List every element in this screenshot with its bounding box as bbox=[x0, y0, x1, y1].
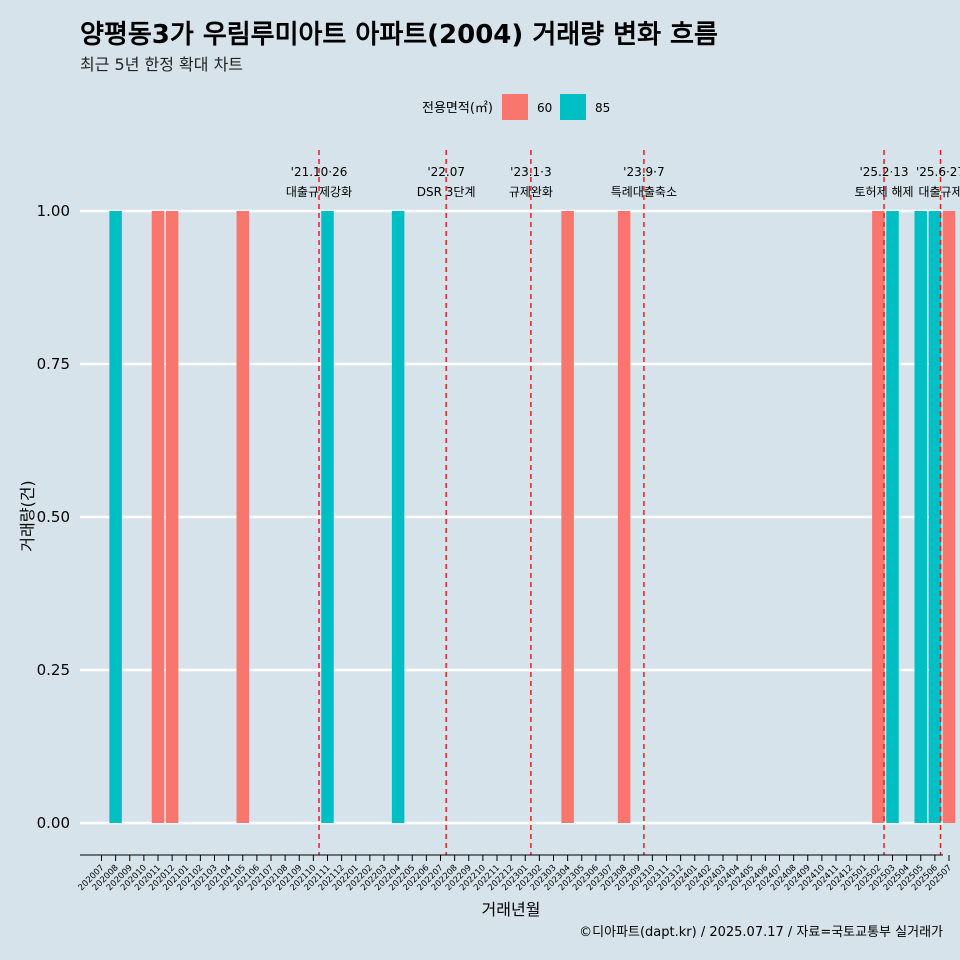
event-name-label: 토허제 해제 bbox=[855, 185, 914, 199]
y-axis-ticks: 0.00 0.25 0.50 0.75 1.00 bbox=[37, 202, 70, 832]
gridlines bbox=[80, 209, 943, 825]
bar-85-202111 bbox=[321, 211, 334, 823]
x-axis-label: 거래년월 bbox=[482, 900, 541, 919]
event-date-label: '23.9·7 bbox=[623, 165, 664, 179]
y-axis-label: 거래량(건) bbox=[18, 480, 37, 551]
event-date-label: '23.1·3 bbox=[510, 165, 551, 179]
x-axis: 2020072020082020092020102020112020122021… bbox=[77, 854, 954, 893]
caption: ©디아파트(dapt.kr) / 2025.07.17 / 자료=국토교통부 실… bbox=[579, 925, 943, 940]
chart-title: 양평동3가 우림루미아트 아파트(2004) 거래량 변화 흐름 bbox=[80, 20, 718, 50]
bar-60-202308 bbox=[617, 211, 631, 823]
y-tick-label: 0.75 bbox=[37, 355, 70, 373]
bar-85-202505 bbox=[914, 211, 927, 823]
legend-title: 전용면적(㎡) bbox=[422, 101, 493, 116]
bar-60-202105 bbox=[236, 211, 249, 823]
event-name-label: 특례대출축소 bbox=[611, 185, 677, 199]
y-tick-label: 0.00 bbox=[37, 814, 70, 832]
bar-85-202204 bbox=[391, 211, 405, 823]
bar-60-202502 bbox=[872, 211, 885, 823]
bar-85-202008 bbox=[109, 211, 122, 823]
event-date-label: '25.2·13 bbox=[859, 165, 908, 179]
bar-60-202304 bbox=[561, 211, 574, 823]
event-date-label: '25.6·27 bbox=[916, 165, 960, 179]
bar-60-202011 bbox=[151, 211, 165, 823]
legend: 전용면적(㎡) 60 85 bbox=[422, 94, 610, 120]
bar-85-202503 bbox=[886, 211, 899, 823]
legend-label-85: 85 bbox=[595, 101, 610, 115]
legend-label-60: 60 bbox=[537, 101, 552, 115]
chart-subtitle: 최근 5년 한정 확대 차트 bbox=[80, 55, 243, 74]
bar-60-202012 bbox=[165, 211, 179, 823]
y-tick-label: 0.25 bbox=[37, 661, 70, 679]
y-tick-label: 1.00 bbox=[37, 202, 70, 220]
bars bbox=[109, 211, 956, 823]
event-date-label: '22.07 bbox=[427, 165, 465, 179]
legend-swatch-85 bbox=[560, 94, 586, 120]
bar-60-202507 bbox=[942, 211, 956, 823]
event-date-label: '21.10·26 bbox=[291, 165, 348, 179]
event-name-label: 규제완화 bbox=[509, 185, 553, 199]
event-name-label: DSR 3단계 bbox=[417, 185, 476, 199]
event-name-label: 대출규제 bbox=[918, 185, 960, 199]
policy-events: '21.10·26 대출규제강화 '22.07 DSR 3단계 '23.1·3 규제완화 '… bbox=[286, 150, 960, 855]
y-tick-label: 0.50 bbox=[37, 508, 70, 526]
bar-85-202506 bbox=[928, 211, 942, 823]
legend-swatch-60 bbox=[502, 94, 528, 120]
event-name-label: 대출규제강화 bbox=[286, 185, 352, 199]
